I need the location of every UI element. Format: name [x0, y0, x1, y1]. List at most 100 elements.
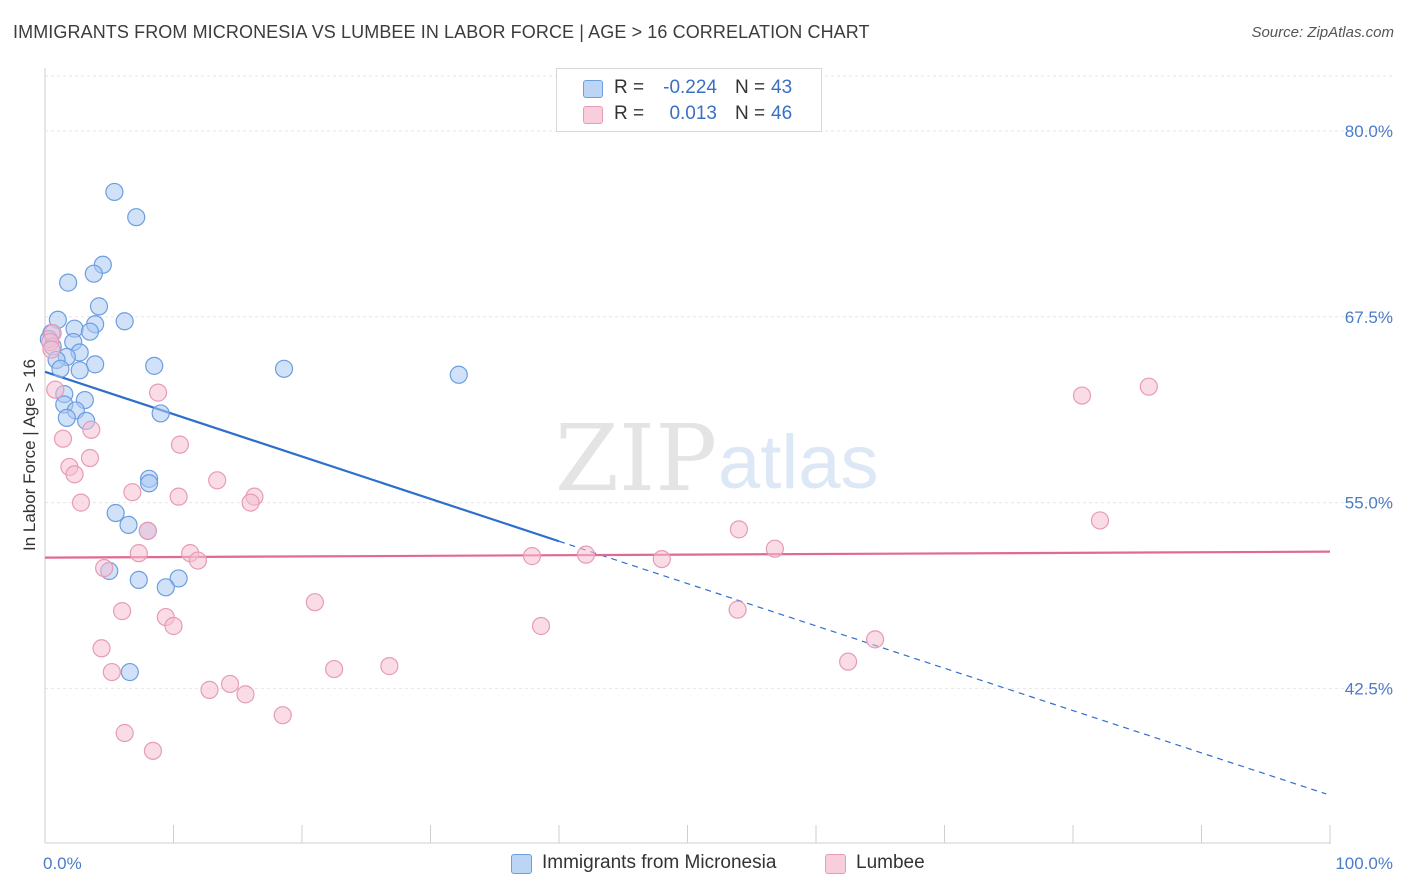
lumbee-point: [576, 545, 596, 564]
stats-box: R = -0.224 N = 43 R = 0.013 N = 46: [556, 68, 822, 132]
legend-label-micronesia: Immigrants from Micronesia: [542, 852, 777, 873]
lumbee-point: [170, 435, 190, 454]
micronesia-point: [145, 356, 164, 375]
lumbee-point: [138, 521, 157, 540]
watermark: ZIP atlas: [555, 405, 879, 512]
lumbee-point: [112, 602, 132, 621]
lumbee-point: [123, 483, 142, 502]
lumbee-point: [143, 741, 163, 760]
trend-lines: [44, 370, 1331, 795]
stats-r-label: R =: [614, 77, 645, 98]
micronesia-point: [106, 503, 125, 523]
y-tick-label: 42.5%: [1345, 679, 1393, 698]
y-tick-label: 67.5%: [1345, 308, 1393, 327]
lumbee-point: [129, 544, 148, 563]
micronesia-point: [156, 578, 175, 597]
lumbee-point: [273, 706, 292, 725]
lumbee-point: [95, 558, 114, 578]
micronesia-point: [120, 662, 139, 682]
lumbee-point: [522, 547, 542, 566]
micronesia-point: [115, 312, 134, 331]
y-tick-label: 80.0%: [1345, 122, 1393, 141]
lumbee-point: [65, 465, 84, 484]
lumbee-point: [53, 429, 73, 448]
axes: [44, 68, 1331, 844]
stats-n-value: 46: [771, 103, 793, 124]
lumbee-point: [102, 662, 121, 682]
stats-swatch-micronesia: [583, 80, 603, 98]
watermark-atlas: atlas: [718, 420, 879, 505]
micronesia-point: [127, 208, 146, 227]
lumbee-point: [305, 593, 324, 612]
micronesia-point: [129, 570, 148, 590]
lumbee-point: [531, 616, 551, 636]
micronesia-point: [59, 273, 78, 292]
lumbee-point: [42, 340, 61, 359]
stats-r-value: 0.013: [669, 103, 717, 124]
source-note: Source: ZipAtlas.com: [1251, 24, 1394, 41]
lumbee-point: [1072, 386, 1092, 405]
data-points: [39, 182, 1158, 760]
lumbee-point: [1139, 377, 1158, 396]
lumbee-point: [839, 652, 858, 671]
lumbee-point: [82, 420, 101, 439]
y-axis-label: In Labor Force | Age > 16: [20, 359, 39, 551]
stats-n-label: N =: [735, 103, 766, 124]
micronesia-point: [84, 264, 103, 283]
legend-label-lumbee: Lumbee: [856, 852, 925, 873]
lumbee-point: [92, 639, 111, 658]
micronesia-point: [119, 515, 138, 535]
lumbee-point: [188, 551, 208, 570]
chart-title: IMMIGRANTS FROM MICRONESIA VS LUMBEE IN …: [13, 22, 870, 42]
legend-swatch-micronesia: [511, 854, 532, 874]
lumbee-point: [46, 380, 65, 399]
lumbee-point: [208, 471, 227, 490]
lumbee-point: [220, 674, 240, 694]
micronesia-point: [449, 365, 468, 384]
x-tick-label: 100.0%: [1335, 854, 1393, 873]
lumbee-point: [652, 549, 671, 569]
lumbee-point: [236, 685, 255, 704]
lumbee-point: [200, 680, 219, 699]
stats-swatch-lumbee: [583, 106, 603, 124]
lumbee-point: [80, 448, 100, 468]
watermark-zip: ZIP: [555, 405, 717, 512]
lumbee-point: [71, 493, 91, 512]
lumbee-point: [148, 383, 168, 402]
stats-r-value: -0.224: [663, 77, 717, 98]
micronesia-point: [80, 322, 100, 341]
micronesia-point: [51, 359, 70, 378]
micronesia-point: [151, 404, 170, 423]
legend: Immigrants from Micronesia Lumbee: [0, 851, 1406, 877]
micronesia-point: [139, 474, 159, 493]
micronesia-trend-extension: [558, 540, 1327, 795]
lumbee-point: [241, 493, 260, 512]
axis-labels: 80.0% 67.5% 55.0% 42.5% 0.0% 100.0% In Labor F…: [20, 122, 1393, 873]
micronesia-point: [169, 569, 188, 588]
stats-r-label: R =: [614, 103, 645, 124]
micronesia-point: [105, 182, 124, 202]
stats-n-label: N =: [735, 77, 766, 98]
micronesia-point: [86, 355, 105, 374]
micronesia-point: [57, 408, 76, 427]
lumbee-point: [728, 600, 747, 619]
micronesia-point: [70, 361, 89, 380]
micronesia-point: [274, 359, 294, 378]
lumbee-point: [729, 520, 749, 539]
stats-n-value: 43: [771, 77, 793, 98]
lumbee-point: [1090, 511, 1110, 530]
legend-swatch-lumbee: [825, 854, 846, 874]
micronesia-trend-line: [44, 370, 560, 543]
lumbee-point: [866, 630, 885, 649]
lumbee-point: [765, 539, 784, 558]
micronesia-point: [89, 297, 109, 316]
lumbee-trend-line: [44, 550, 1331, 559]
lumbee-point: [325, 659, 344, 679]
grid-lines: [45, 75, 1394, 689]
lumbee-point: [164, 616, 183, 636]
x-tick-label: 0.0%: [43, 854, 82, 873]
lumbee-point: [169, 487, 188, 506]
lumbee-point: [380, 657, 399, 676]
lumbee-point: [115, 723, 134, 743]
